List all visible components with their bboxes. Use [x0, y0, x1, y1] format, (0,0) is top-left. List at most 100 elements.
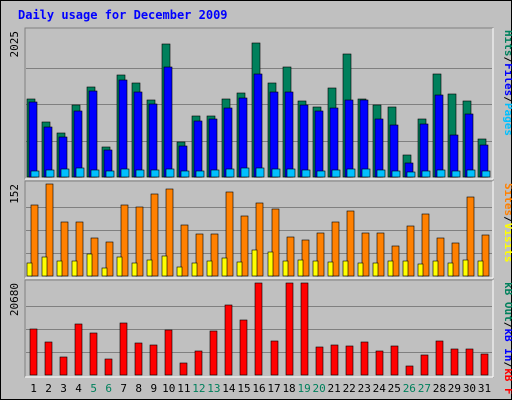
bar-sites: [421, 213, 430, 277]
legend-entry: Pages: [502, 103, 512, 136]
bar-files: [43, 126, 53, 178]
bar-pages: [481, 170, 491, 178]
bar-files: [464, 113, 474, 178]
x-tick-label: 23: [358, 382, 371, 395]
bar-visits: [372, 262, 379, 277]
bar-files: [284, 91, 294, 178]
bar-pages: [225, 168, 235, 178]
bar-kb-f: [435, 340, 444, 376]
bar-kb-f: [209, 330, 218, 376]
legend-entry: /: [502, 362, 512, 369]
legend-entry: Files: [502, 63, 512, 96]
bar-kb-f: [89, 332, 98, 376]
bar-pages: [286, 168, 296, 178]
x-tick-label: 22: [343, 382, 356, 395]
x-tick-label: 7: [120, 382, 127, 395]
x-tick-label: 3: [60, 382, 67, 395]
bar-kb-f: [360, 341, 369, 376]
bar-visits: [282, 260, 289, 277]
bar-sites: [361, 232, 370, 277]
bar-pages: [466, 169, 476, 178]
bar-visits: [387, 260, 394, 277]
bar-visits: [447, 262, 454, 277]
x-tick-label: 20: [313, 382, 326, 395]
bar-kb-f: [44, 341, 53, 376]
panel-mid: 152 Sites/Visits: [8, 180, 512, 279]
bar-visits: [146, 259, 153, 277]
bar-sites: [240, 215, 249, 277]
bar-pages: [210, 169, 220, 178]
bar-kb-f: [134, 342, 143, 376]
bar-pages: [436, 169, 446, 178]
bar-sites: [436, 237, 445, 277]
bar-sites: [255, 202, 264, 277]
x-tick-label: 8: [135, 382, 142, 395]
bar-kb-f: [29, 328, 38, 376]
bar-files: [238, 97, 248, 178]
bar-sites: [210, 233, 219, 277]
x-tick-label: 25: [388, 382, 401, 395]
bar-sites: [406, 225, 415, 277]
bar-pages: [391, 170, 401, 178]
bar-files: [419, 123, 429, 178]
bar-sites: [331, 221, 340, 277]
legend-entry: kB Out: [502, 282, 512, 322]
bar-pages: [361, 168, 371, 178]
bar-kb-f: [194, 350, 203, 376]
x-tick-label: 17: [267, 382, 280, 395]
x-tick-label: 6: [105, 382, 112, 395]
bar-pages: [45, 169, 55, 178]
bar-visits: [432, 260, 439, 277]
legend-entry: Visits: [502, 223, 512, 263]
legend-top: Hits/Files/Pages: [502, 30, 512, 136]
bar-pages: [331, 169, 341, 178]
bar-visits: [116, 256, 123, 277]
bar-pages: [451, 170, 461, 178]
bar-kb-f: [59, 356, 68, 376]
bar-kb-f: [270, 340, 279, 376]
bar-pages: [421, 170, 431, 178]
bar-pages: [105, 170, 115, 178]
bar-visits: [101, 267, 108, 277]
bar-pages: [240, 167, 250, 178]
bar-kb-f: [480, 353, 489, 376]
bar-files: [269, 91, 279, 178]
bar-pages: [180, 170, 190, 178]
bar-sites: [316, 232, 325, 277]
bar-sites: [466, 196, 475, 277]
bar-visits: [41, 256, 48, 277]
bar-pages: [120, 168, 130, 178]
bar-visits: [131, 262, 138, 277]
bar-pages: [346, 168, 356, 178]
bar-visits: [312, 260, 319, 277]
legend-entry: /: [502, 57, 512, 64]
bar-pages: [195, 170, 205, 178]
bar-files: [389, 124, 399, 178]
bar-visits: [327, 261, 334, 277]
chart-panels: 2025Hits/Files/Pages152Sites/Visits20680…: [8, 27, 512, 395]
bar-visits: [402, 260, 409, 277]
bar-files: [28, 101, 38, 178]
legend-entry: /: [502, 96, 512, 103]
bar-kb-f: [465, 348, 474, 376]
x-tick-label: 14: [222, 382, 236, 395]
bar-files: [449, 134, 459, 178]
x-tick-label: 4: [75, 382, 82, 395]
bar-pages: [60, 168, 70, 178]
bar-sites: [105, 241, 114, 277]
x-axis-labels: 1 2 3 4 5 6 7 8 9 10 11 12 13 14 15 16 17 18 19 20 21 22 23 24 2…: [30, 382, 491, 395]
bar-visits: [206, 260, 213, 277]
x-tick-label: 16: [252, 382, 265, 395]
bar-sites: [150, 193, 159, 277]
bar-files: [329, 107, 339, 178]
y-max-label-top: 2025: [8, 31, 21, 58]
x-tick-label: 1: [30, 382, 37, 395]
bar-sites: [60, 221, 69, 277]
bar-pages: [255, 167, 265, 178]
x-tick-label: 29: [448, 382, 461, 395]
x-tick-label: 21: [328, 382, 341, 395]
bar-visits: [267, 251, 274, 277]
bar-sites: [135, 206, 144, 277]
bar-files: [148, 103, 158, 178]
